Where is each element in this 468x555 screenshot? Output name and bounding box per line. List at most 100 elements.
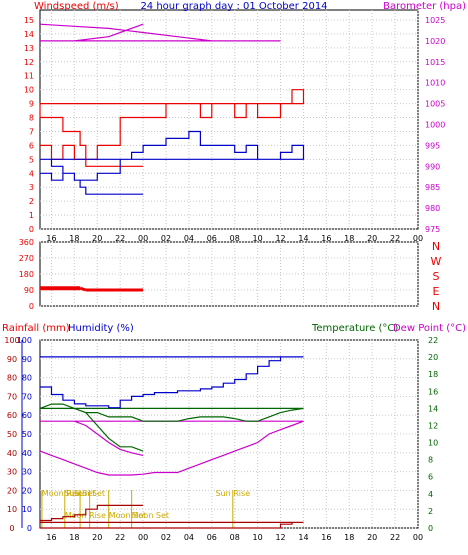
wind-x-tick-label: 14 xyxy=(298,234,308,243)
dir-y-tick-label: 270 xyxy=(19,254,34,263)
humidity-y-tick-label: 40 xyxy=(22,449,32,458)
wind-y-tick-label: 4 xyxy=(29,169,34,178)
th-x-tick-label: 18 xyxy=(69,533,79,542)
th-x-tick-label: 00 xyxy=(413,533,423,542)
wind-y-tick-label: 12 xyxy=(24,58,34,67)
wind-y-tick-label: 9 xyxy=(29,100,34,109)
humidity-y-tick-label: 30 xyxy=(22,468,32,477)
event-marker-label: Sun Set xyxy=(65,489,96,498)
wind-y-tick-label: 1 xyxy=(29,211,34,220)
th-x-tick-label: 06 xyxy=(207,533,217,542)
humidity-y-tick-label: 20 xyxy=(22,486,32,495)
baro-y-tick-label: 990 xyxy=(425,162,440,171)
th-x-tick-label: 22 xyxy=(115,533,125,542)
wind-x-tick-label: 06 xyxy=(207,234,217,243)
th-x-tick-label: 22 xyxy=(390,533,400,542)
wind-y-tick-label: 15 xyxy=(24,16,34,25)
wind-x-tick-label: 22 xyxy=(115,234,125,243)
th-x-tick-label: 08 xyxy=(230,533,240,542)
humidity-y-tick-label: 50 xyxy=(22,430,32,439)
wind-y-tick-label: 3 xyxy=(29,183,34,192)
wind-y-tick-label: 6 xyxy=(29,141,34,150)
event-marker-label: Sun Set xyxy=(74,489,105,498)
wind-y-tick-label: 2 xyxy=(29,197,34,206)
wind-x-tick-label: 16 xyxy=(321,234,331,243)
temp-y-tick-label: 4 xyxy=(428,490,433,499)
wind-x-tick-label: 16 xyxy=(46,234,56,243)
dir-y-tick-label: 360 xyxy=(19,238,34,247)
wind-x-tick-label: 00 xyxy=(413,234,423,243)
event-marker-label: Moon Set xyxy=(109,511,146,520)
temp-axis-label: Temperature (°C) xyxy=(311,323,398,334)
th-x-tick-label: 12 xyxy=(275,533,285,542)
rain-y-tick-label: 70 xyxy=(7,392,17,401)
temperature-series-line xyxy=(39,403,304,452)
baro-y-tick-label: 1000 xyxy=(425,121,445,130)
temp-y-tick-label: 6 xyxy=(428,473,433,482)
humidity-y-tick-label: 100 xyxy=(17,336,32,345)
baro-y-tick-label: 975 xyxy=(425,225,440,234)
temp-y-tick-label: 10 xyxy=(428,439,438,448)
th-x-tick-label: 16 xyxy=(321,533,331,542)
wind-x-tick-label: 08 xyxy=(230,234,240,243)
wind-x-tick-label: 10 xyxy=(253,234,263,243)
humidity-series-line xyxy=(40,356,304,409)
dir-compass-label: S xyxy=(433,270,440,283)
wind-x-tick-label: 12 xyxy=(275,234,285,243)
humidity-y-tick-label: 0 xyxy=(27,524,32,533)
th-x-tick-label: 16 xyxy=(46,533,56,542)
th-x-tick-label: 20 xyxy=(92,533,102,542)
temp-y-tick-label: 12 xyxy=(428,421,438,430)
dir-compass-label: N xyxy=(432,300,440,313)
rain-axis-label: Rainfall (mm) xyxy=(2,323,70,334)
dir-y-tick-label: 90 xyxy=(24,286,34,295)
temp-y-tick-label: 22 xyxy=(428,336,438,345)
temp-y-tick-label: 20 xyxy=(428,353,438,362)
temp-y-tick-label: 16 xyxy=(428,387,438,396)
rainfall-series-line xyxy=(39,504,304,529)
wind-x-tick-label: 00 xyxy=(138,234,148,243)
wind-x-tick-label: 18 xyxy=(344,234,354,243)
wind-x-tick-label: 20 xyxy=(367,234,377,243)
rain-y-tick-label: 50 xyxy=(7,430,17,439)
temp-y-tick-label: 14 xyxy=(428,404,438,413)
humidity-y-tick-label: 10 xyxy=(22,505,32,514)
wind-y-tick-label: 8 xyxy=(29,114,34,123)
wind-y-tick-label: 0 xyxy=(29,225,34,234)
baro-y-tick-label: 1025 xyxy=(425,16,445,25)
rain-y-tick-label: 20 xyxy=(7,486,17,495)
rain-y-tick-label: 80 xyxy=(7,374,17,383)
event-marker-label: Moon Set xyxy=(132,511,169,520)
rain-y-tick-label: 100 xyxy=(4,336,19,345)
baro-series-line xyxy=(39,23,281,42)
dir-series-segment xyxy=(79,286,87,292)
th-x-tick-label: 14 xyxy=(298,533,308,542)
th-x-tick-label: 18 xyxy=(344,533,354,542)
th-x-tick-label: 04 xyxy=(184,533,194,542)
wind-y-tick-label: 14 xyxy=(24,30,34,39)
rain-y-tick-label: 90 xyxy=(7,355,17,364)
temp-y-tick-label: 8 xyxy=(428,456,433,465)
rain-y-tick-label: 0 xyxy=(9,524,14,533)
wind-y-tick-label: 10 xyxy=(24,86,34,95)
wind-x-tick-label: 04 xyxy=(184,234,194,243)
baro-y-tick-label: 1010 xyxy=(425,79,445,88)
rain-y-tick-label: 40 xyxy=(7,449,17,458)
wind-series-line xyxy=(40,130,305,195)
wind-y-tick-label: 7 xyxy=(29,127,34,136)
wind-x-tick-label: 02 xyxy=(161,234,171,243)
baro-y-tick-label: 1020 xyxy=(425,37,445,46)
baro-y-tick-label: 1005 xyxy=(425,100,445,109)
dir-compass-label: W xyxy=(431,255,442,268)
chart-title: 24 hour graph day : 01 October 2014 xyxy=(140,1,327,12)
event-marker-label: Sun Rise xyxy=(215,489,250,498)
th-x-tick-label: 20 xyxy=(367,533,377,542)
dewpoint-series-line xyxy=(39,420,304,476)
humidity-y-tick-label: 90 xyxy=(22,355,32,364)
wind-axis-label: Windspeed (m/s) xyxy=(34,1,119,12)
wind-x-tick-label: 22 xyxy=(390,234,400,243)
wind-x-tick-label: 18 xyxy=(69,234,79,243)
th-x-tick-label: 10 xyxy=(253,533,263,542)
rain-y-tick-label: 30 xyxy=(7,468,17,477)
